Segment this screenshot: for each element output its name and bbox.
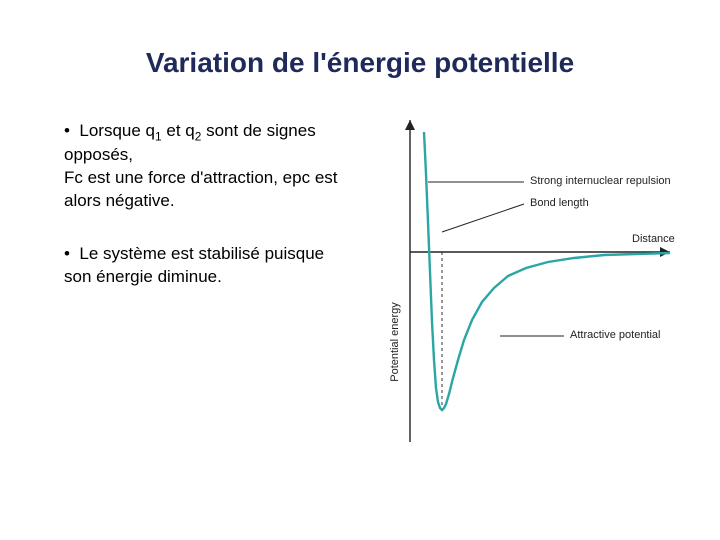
annotation-attractive: Attractive potential [570, 329, 661, 341]
potential-curve [424, 132, 670, 410]
bullet-2: • Le système est stabilisé puisque son é… [64, 243, 344, 289]
annotation-bondlength: Bond length [530, 197, 589, 209]
page-title: Variation de l'énergie potentielle [0, 47, 720, 79]
x-axis-label: Distance [632, 233, 675, 245]
bullet-1-line2: Fc est une force d'attraction, epc est a… [64, 168, 338, 210]
potential-energy-chart: Distance Potential energy Strong internu… [350, 112, 690, 452]
y-axis-arrow-icon [405, 120, 415, 130]
annotation-repulsion: Strong internuclear repulsion [530, 175, 671, 187]
chart-svg: Distance Potential energy Strong internu… [350, 112, 690, 452]
bullet-1-sub1: 1 [155, 129, 162, 143]
bullet-1: • Lorsque q1 et q2 sont de signes opposé… [64, 120, 344, 213]
bullet-1-prefix: • Lorsque q [64, 121, 155, 140]
bullet-list: • Lorsque q1 et q2 sont de signes opposé… [64, 120, 344, 319]
y-axis-label: Potential energy [389, 302, 401, 382]
leader-bondlength [442, 204, 524, 232]
bullet-1-mid: et q [162, 121, 195, 140]
